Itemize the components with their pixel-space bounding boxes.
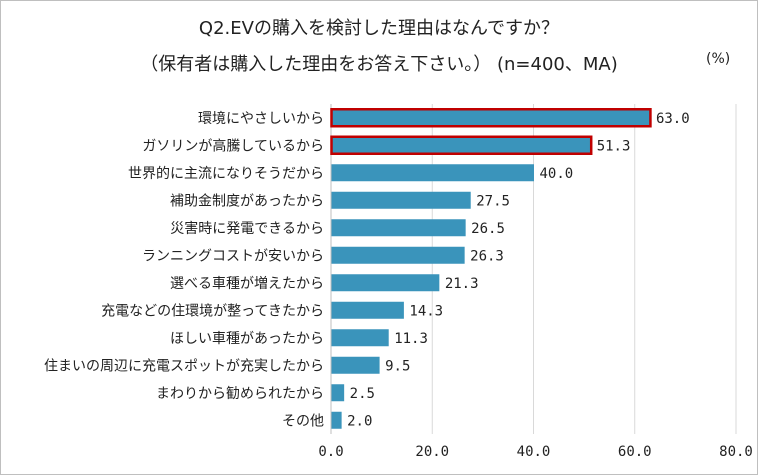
bar bbox=[331, 164, 534, 182]
category-label: ほしい車種があったから bbox=[170, 330, 324, 347]
bar bbox=[330, 135, 593, 155]
x-tick-label: 20.0 bbox=[415, 444, 449, 460]
value-label: 26.5 bbox=[471, 221, 505, 237]
value-label: 21.3 bbox=[445, 276, 479, 292]
value-label: 26.3 bbox=[470, 248, 504, 264]
bar bbox=[331, 411, 342, 429]
category-label: その他 bbox=[282, 413, 324, 429]
category-label: 選べる車種が増えたから bbox=[170, 275, 324, 292]
bar bbox=[331, 219, 466, 237]
unit-label: (%) bbox=[706, 51, 731, 67]
category-label: 充電などの住環境が整ってきたから bbox=[101, 303, 324, 319]
bar bbox=[330, 108, 652, 128]
value-label: 2.5 bbox=[350, 386, 375, 402]
x-tick-label: 60.0 bbox=[618, 444, 652, 460]
category-label: ランニングコストが安いから bbox=[142, 248, 324, 264]
chart-subtitle: （保有者は購入した理由をお答え下さい。） (n=400、MA) bbox=[140, 54, 618, 75]
category-label: 世界的に主流になりそうだから bbox=[128, 166, 324, 182]
value-label: 9.5 bbox=[385, 358, 410, 374]
category-label: ガソリンが高騰しているから bbox=[142, 137, 324, 154]
chart-title: Q2.EVの購入を検討した理由はなんですか？ bbox=[198, 18, 560, 39]
x-tick-label: 0.0 bbox=[318, 444, 343, 460]
value-label: 2.0 bbox=[347, 413, 372, 429]
value-label: 40.0 bbox=[540, 166, 574, 182]
x-tick-label: 80.0 bbox=[719, 444, 753, 460]
value-label: 63.0 bbox=[656, 111, 690, 127]
bar bbox=[331, 356, 380, 374]
category-label: 補助金制度があったから bbox=[170, 193, 324, 209]
category-label: 環境にやさしいから bbox=[198, 111, 324, 127]
category-labels: 環境にやさしいからガソリンが高騰しているから世界的に主流になりそうだから補助金制… bbox=[44, 111, 324, 430]
gridlines bbox=[330, 104, 737, 434]
bar bbox=[331, 384, 345, 402]
value-label: 11.3 bbox=[394, 331, 428, 347]
bars bbox=[330, 108, 652, 429]
bar bbox=[331, 274, 440, 292]
category-label: まわりから勧められたから bbox=[156, 385, 324, 402]
category-label: 住まいの周辺に充電スポットが充実したから bbox=[44, 358, 324, 374]
bar bbox=[331, 191, 471, 209]
category-label: 災害時に発電できるから bbox=[170, 221, 324, 237]
value-label: 14.3 bbox=[409, 303, 443, 319]
x-tick-labels: 0.0 20.0 40.0 60.0 80.0 bbox=[318, 444, 753, 460]
bar bbox=[331, 329, 389, 347]
value-label: 27.5 bbox=[476, 193, 510, 209]
value-label: 51.3 bbox=[597, 138, 631, 154]
bar bbox=[331, 246, 465, 264]
bar bbox=[331, 301, 404, 319]
value-labels: 63.0 51.3 40.0 27.5 26.5 26.3 21.314.3 11.3 9.5 2… bbox=[347, 111, 690, 430]
x-tick-label: 40.0 bbox=[517, 444, 551, 460]
